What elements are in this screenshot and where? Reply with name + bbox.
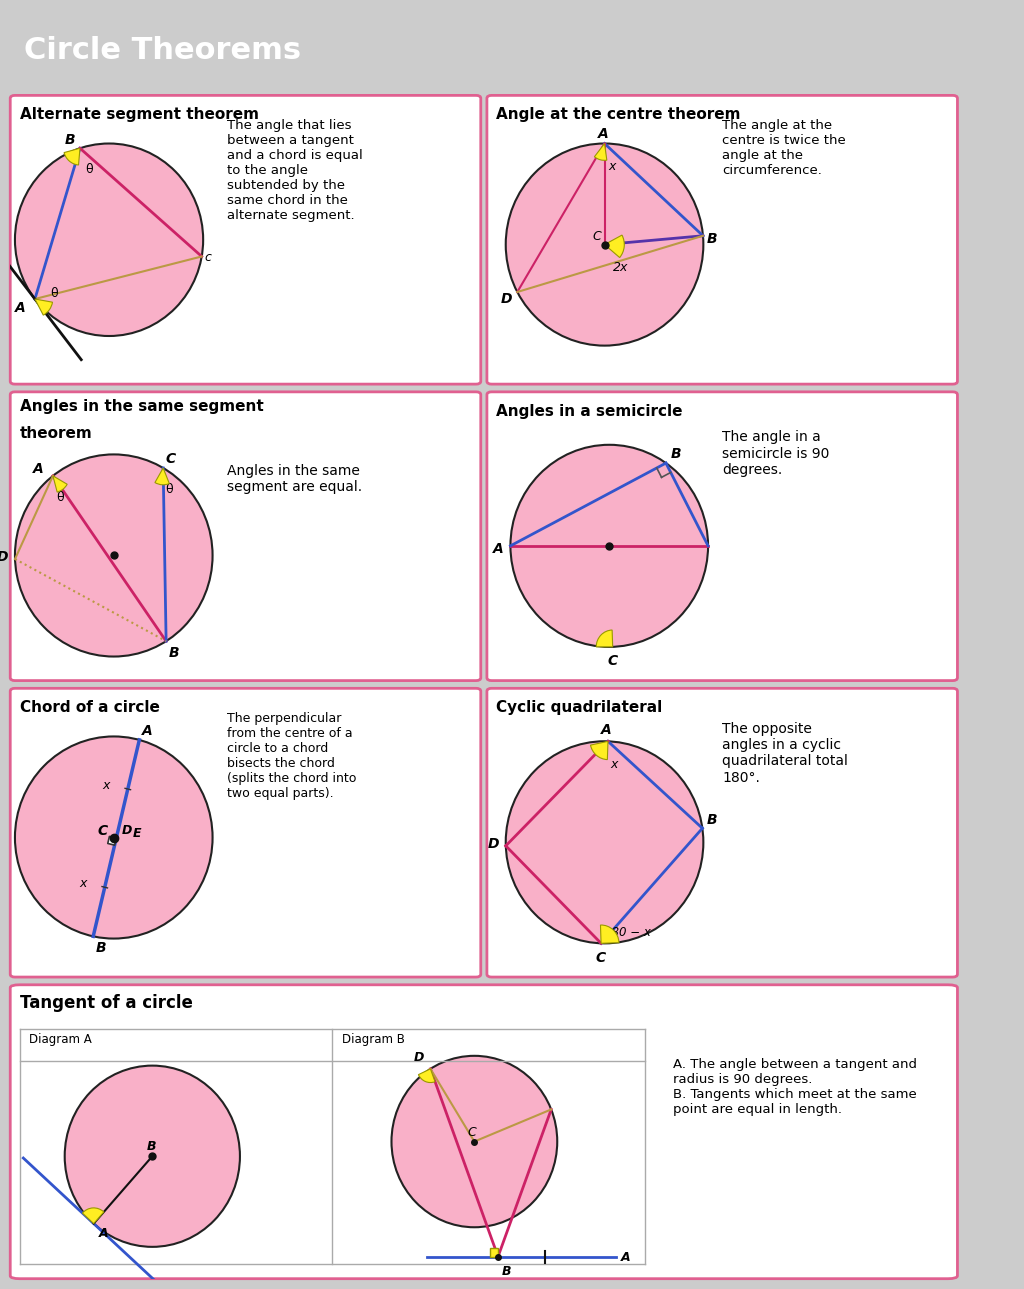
- Wedge shape: [594, 143, 607, 160]
- Text: 2x: 2x: [613, 262, 629, 275]
- Text: C: C: [608, 654, 618, 668]
- Text: D: D: [501, 291, 512, 305]
- Wedge shape: [596, 630, 612, 647]
- Text: x: x: [102, 779, 110, 791]
- Text: E: E: [133, 828, 141, 840]
- Text: A: A: [622, 1250, 631, 1263]
- Text: Angle at the centre theorem: Angle at the centre theorem: [497, 107, 740, 122]
- Text: A. The angle between a tangent and
radius is 90 degrees.
B. Tangents which meet : A. The angle between a tangent and radiu…: [674, 1058, 918, 1116]
- Text: Diagram B: Diagram B: [342, 1032, 404, 1045]
- Text: Chord of a circle: Chord of a circle: [19, 700, 160, 715]
- Wedge shape: [419, 1069, 435, 1083]
- Text: θ: θ: [56, 491, 65, 504]
- Wedge shape: [82, 1208, 103, 1223]
- Text: Angles in a semicircle: Angles in a semicircle: [497, 403, 683, 419]
- Text: C: C: [467, 1125, 476, 1138]
- Text: θ: θ: [86, 164, 93, 177]
- Wedge shape: [600, 926, 618, 944]
- Text: The angle in a
semicircle is 90
degrees.: The angle in a semicircle is 90 degrees.: [722, 431, 829, 477]
- Text: The angle at the
centre is twice the
angle at the
circumference.: The angle at the centre is twice the ang…: [722, 120, 846, 178]
- Text: B: B: [707, 232, 718, 246]
- Text: Tangent of a circle: Tangent of a circle: [19, 994, 193, 1012]
- Bar: [489, 1248, 498, 1257]
- Text: The opposite
angles in a cyclic
quadrilateral total
180°.: The opposite angles in a cyclic quadrila…: [722, 722, 848, 785]
- Text: A: A: [15, 302, 26, 316]
- Text: θ: θ: [165, 483, 173, 496]
- Text: The angle that lies
between a tangent
and a chord is equal
to the angle
subtende: The angle that lies between a tangent an…: [226, 120, 362, 223]
- FancyBboxPatch shape: [10, 985, 957, 1279]
- Text: x: x: [79, 878, 86, 891]
- Wedge shape: [53, 476, 68, 492]
- Circle shape: [506, 143, 703, 345]
- Text: Angles in the same segment: Angles in the same segment: [19, 400, 263, 414]
- Text: x: x: [610, 758, 618, 771]
- FancyBboxPatch shape: [10, 688, 481, 977]
- Text: B: B: [502, 1266, 511, 1279]
- Text: B: B: [708, 813, 718, 828]
- FancyBboxPatch shape: [487, 688, 957, 977]
- Text: D: D: [122, 824, 132, 838]
- Text: Cyclic quadrilateral: Cyclic quadrilateral: [497, 700, 663, 715]
- Wedge shape: [604, 235, 625, 258]
- Text: A: A: [493, 543, 504, 556]
- Wedge shape: [155, 468, 169, 485]
- Circle shape: [506, 741, 703, 944]
- Circle shape: [510, 445, 708, 647]
- Circle shape: [15, 736, 213, 938]
- Circle shape: [15, 455, 213, 656]
- Text: D: D: [0, 550, 8, 565]
- Wedge shape: [65, 148, 80, 165]
- Text: C: C: [166, 452, 176, 467]
- Text: B: B: [146, 1141, 156, 1154]
- Text: D: D: [487, 838, 500, 851]
- FancyBboxPatch shape: [10, 95, 481, 384]
- Polygon shape: [108, 837, 117, 846]
- Circle shape: [391, 1056, 557, 1227]
- Text: B: B: [95, 941, 106, 955]
- Text: C: C: [593, 229, 601, 242]
- Text: Alternate segment theorem: Alternate segment theorem: [19, 107, 259, 122]
- Circle shape: [15, 143, 203, 336]
- Text: A: A: [597, 126, 608, 141]
- Text: Angles in the same
segment are equal.: Angles in the same segment are equal.: [226, 464, 361, 494]
- Wedge shape: [591, 741, 608, 759]
- Text: B: B: [671, 447, 681, 461]
- Text: θ: θ: [50, 286, 57, 299]
- Text: A: A: [33, 463, 44, 477]
- Text: theorem: theorem: [19, 425, 92, 441]
- Wedge shape: [35, 299, 52, 315]
- Text: B: B: [65, 133, 76, 147]
- Text: B: B: [169, 646, 179, 660]
- Text: c: c: [204, 251, 211, 264]
- FancyBboxPatch shape: [487, 392, 957, 681]
- Text: A: A: [601, 723, 611, 737]
- Text: x: x: [608, 160, 615, 173]
- Text: The perpendicular
from the centre of a
circle to a chord
bisects the chord
(spli: The perpendicular from the centre of a c…: [226, 713, 356, 800]
- Text: C: C: [595, 950, 605, 964]
- Text: Diagram A: Diagram A: [29, 1032, 92, 1045]
- Text: C: C: [97, 824, 108, 838]
- Text: A: A: [98, 1227, 109, 1240]
- FancyBboxPatch shape: [487, 95, 957, 384]
- Circle shape: [65, 1066, 240, 1246]
- Text: 180 − x: 180 − x: [604, 926, 651, 940]
- Text: D: D: [414, 1052, 424, 1065]
- Text: Circle Theorems: Circle Theorems: [25, 36, 302, 64]
- Text: A: A: [141, 724, 153, 739]
- FancyBboxPatch shape: [10, 392, 481, 681]
